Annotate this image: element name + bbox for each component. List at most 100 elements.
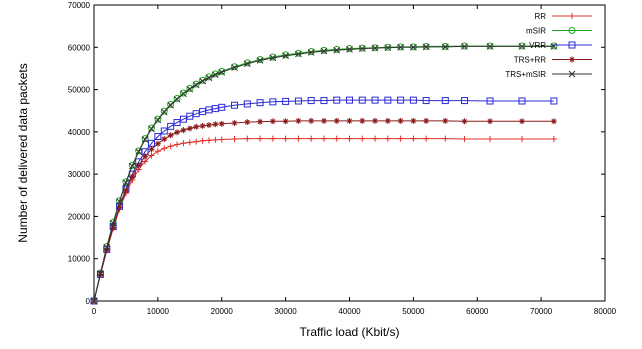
data-point — [205, 137, 212, 144]
x-axis-label: Traffic load (Kbit/s) — [299, 325, 399, 339]
data-point — [205, 74, 213, 82]
data-point — [231, 136, 238, 143]
data-point — [186, 125, 193, 132]
data-point — [550, 118, 557, 125]
data-point — [141, 136, 149, 143]
data-point — [410, 117, 417, 124]
data-point — [384, 96, 392, 104]
data-point — [371, 96, 379, 104]
data-point — [550, 136, 557, 143]
data-point — [97, 270, 104, 277]
data-point — [205, 122, 212, 129]
data-point — [199, 76, 207, 84]
data-point — [442, 117, 449, 124]
data-point — [423, 117, 430, 124]
data-point — [173, 94, 181, 102]
data-point — [307, 97, 315, 105]
data-point — [110, 224, 117, 231]
data-point — [148, 125, 155, 133]
data-point — [147, 124, 155, 132]
data-point — [199, 137, 206, 144]
data-point — [384, 44, 392, 52]
data-point — [358, 45, 366, 52]
data-point — [269, 118, 276, 125]
data-point — [442, 135, 449, 142]
data-point — [243, 100, 251, 108]
y-tick-label: 30000 — [68, 170, 91, 179]
data-point — [231, 101, 239, 109]
legend-item: TRS+mSIR — [505, 70, 592, 79]
legend-marker — [569, 56, 575, 63]
data-point — [180, 140, 187, 147]
data-point — [167, 101, 175, 109]
data-point — [135, 162, 142, 169]
data-point — [308, 135, 315, 142]
data-point — [550, 43, 558, 50]
data-point — [142, 153, 149, 160]
data-point — [359, 135, 366, 142]
data-point — [122, 179, 130, 186]
data-point — [333, 117, 340, 124]
data-point — [218, 136, 225, 143]
data-point — [422, 97, 430, 105]
data-point — [180, 127, 187, 134]
y-tick-label: 60000 — [68, 43, 91, 52]
data-point — [218, 120, 225, 127]
data-point — [129, 173, 136, 180]
data-point — [103, 246, 110, 253]
data-point — [212, 136, 219, 143]
data-point — [148, 146, 155, 153]
data-point — [192, 80, 200, 88]
data-point — [295, 117, 302, 124]
data-point — [441, 97, 449, 105]
data-point — [218, 68, 226, 76]
data-point — [161, 145, 168, 152]
data-point — [256, 57, 264, 64]
data-point — [160, 108, 168, 116]
data-point — [193, 138, 200, 145]
data-point — [116, 198, 123, 205]
legend-label: mSIR — [526, 27, 546, 36]
legend-marker — [568, 70, 576, 78]
x-tick-label: 60000 — [466, 307, 489, 316]
x-tick-label: 20000 — [211, 307, 234, 316]
data-point — [186, 84, 194, 92]
data-point — [460, 97, 468, 105]
data-point — [346, 96, 353, 104]
y-tick-label: 40000 — [68, 128, 91, 137]
data-point — [161, 136, 168, 143]
data-point — [174, 129, 181, 136]
y-tick-label: 50000 — [68, 86, 91, 95]
data-point — [307, 49, 315, 56]
data-point — [231, 119, 238, 126]
x-tick-label: 80000 — [594, 307, 617, 316]
series-line — [93, 99, 554, 302]
data-point — [218, 103, 226, 111]
data-point — [282, 118, 289, 125]
data-point — [141, 135, 149, 143]
data-point — [154, 115, 162, 123]
series-rr — [91, 135, 557, 304]
data-point — [244, 135, 251, 142]
data-point — [154, 148, 161, 155]
data-point — [487, 118, 494, 125]
data-point — [269, 54, 277, 62]
data-point — [346, 45, 353, 53]
data-point — [487, 136, 494, 143]
data-point — [346, 46, 353, 53]
data-point — [518, 97, 526, 105]
data-point — [154, 116, 162, 124]
data-point — [122, 187, 129, 194]
data-point — [154, 140, 161, 147]
data-point — [192, 81, 200, 89]
data-point — [160, 127, 168, 135]
data-point — [371, 44, 379, 52]
series-line — [93, 45, 554, 302]
data-point — [103, 243, 111, 251]
data-point — [160, 107, 168, 115]
series-layer — [90, 42, 558, 305]
data-point — [550, 97, 558, 105]
data-point — [257, 135, 264, 142]
data-point — [372, 117, 379, 124]
